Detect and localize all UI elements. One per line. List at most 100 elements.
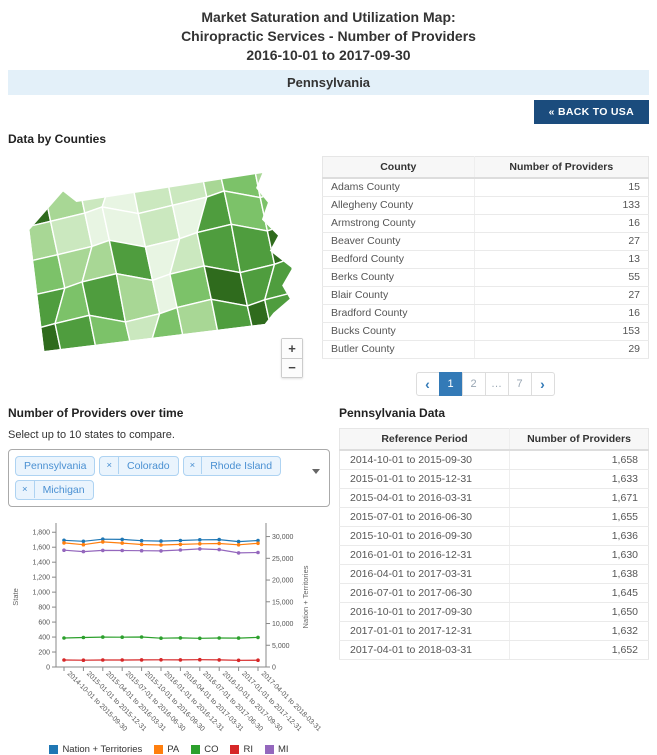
data-point — [62, 540, 66, 545]
data-point — [120, 657, 124, 662]
data-point — [81, 635, 86, 639]
state-data-header-row: Reference Period Number of Providers — [339, 428, 649, 451]
data-point — [120, 540, 124, 545]
county-table: County Number of Providers Adams County 15… — [322, 155, 649, 359]
legend-item-nation-+-territories: Nation + Territories — [49, 744, 142, 755]
legend-swatch — [264, 744, 274, 754]
page-ellipsis: … — [484, 371, 509, 396]
table-row: Berks County 55 — [322, 268, 649, 287]
chip-label: Colorado — [127, 459, 170, 472]
svg-text:5,000: 5,000 — [272, 642, 290, 649]
data-point — [217, 541, 221, 545]
data-point — [159, 548, 163, 553]
data-point — [198, 541, 202, 546]
data-point — [139, 548, 144, 553]
legend-swatch — [230, 744, 240, 754]
remove-chip-icon[interactable]: × — [16, 481, 35, 499]
table-row: Adams County 15 — [322, 177, 649, 197]
svg-text:15,000: 15,000 — [272, 599, 294, 606]
data-point — [139, 657, 144, 662]
data-point — [236, 658, 241, 662]
svg-text:1,800: 1,800 — [32, 529, 50, 536]
legend-swatch — [154, 744, 164, 754]
state-data-table: Reference Period Number of Providers 2014… — [339, 427, 649, 660]
data-point — [159, 538, 163, 543]
lower-row: Number of Providers over time Select up … — [8, 398, 649, 755]
cell-label: Bucks County — [322, 322, 475, 341]
data-point — [256, 658, 260, 662]
state-multiselect[interactable]: Pennsylvania × Colorado × Rhode Island × Michi… — [8, 448, 330, 507]
cell-value: 1,671 — [509, 488, 649, 508]
svg-text:0: 0 — [46, 664, 50, 671]
legend-label: RI — [243, 743, 253, 755]
data-point — [198, 546, 202, 551]
data-point — [159, 636, 163, 640]
legend-swatch — [49, 744, 59, 754]
state-banner: Pennsylvania — [8, 69, 649, 95]
page-button-2[interactable]: 2 — [461, 371, 486, 396]
state-data-heading: Pennsylvania Data — [339, 405, 446, 420]
providers-chart: 0 200 400 600 800 1,000 1,200 1,400 1,600 1,800 0 5… — [11, 522, 322, 733]
map-zoom-out-button[interactable]: − — [282, 357, 302, 377]
county-shape[interactable] — [263, 290, 299, 333]
state-chip-rhode-island[interactable]: × Rhode Island — [182, 455, 282, 476]
cell-value: 15 — [474, 177, 649, 197]
page-prev-button[interactable]: ‹ — [415, 371, 440, 396]
legend-label: PA — [167, 743, 180, 755]
table-row: 2015-01-01 to 2015-12-31 1,633 — [339, 469, 649, 489]
back-to-usa-button[interactable]: « BACK TO USA — [533, 99, 649, 124]
cell-label: 2015-04-01 to 2016-03-31 — [339, 488, 511, 508]
cell-label: Berks County — [322, 268, 475, 287]
cell-label: Bradford County — [322, 304, 475, 323]
map-zoom-in-button[interactable]: + — [282, 338, 302, 358]
data-point — [81, 542, 86, 547]
column-header: Reference Period — [339, 428, 511, 451]
remove-chip-icon[interactable]: × — [184, 457, 203, 475]
data-point — [101, 539, 105, 544]
chevron-down-icon[interactable] — [312, 468, 320, 474]
table-row: 2016-04-01 to 2017-03-31 1,638 — [339, 564, 649, 584]
data-point — [62, 635, 66, 640]
svg-text:State: State — [11, 588, 20, 606]
data-point — [256, 541, 260, 545]
county-table-pagination: ‹ 1 2… 7 › — [322, 371, 649, 396]
data-point — [120, 635, 124, 639]
table-row: Allegheny County 133 — [322, 196, 649, 215]
table-row: Bradford County 16 — [322, 304, 649, 323]
state-chip-michigan[interactable]: × Michigan — [15, 479, 94, 500]
svg-text:1,000: 1,000 — [32, 589, 50, 596]
page-button-7[interactable]: 7 — [507, 371, 532, 396]
state-chip-pennsylvania[interactable]: Pennsylvania — [15, 455, 96, 476]
svg-text:1,400: 1,400 — [32, 559, 50, 566]
data-point — [62, 657, 66, 662]
cell-value: 153 — [474, 322, 649, 341]
page-next-button[interactable]: › — [530, 371, 555, 396]
title-line-3: 2016-10-01 to 2017-09-30 — [246, 46, 411, 63]
data-point — [256, 538, 260, 542]
legend-label: Nation + Territories — [62, 743, 143, 755]
cell-value: 133 — [474, 196, 649, 215]
svg-text:25,000: 25,000 — [272, 555, 294, 562]
remove-chip-icon[interactable]: × — [100, 457, 120, 475]
data-point — [178, 542, 183, 546]
table-row: 2016-01-01 to 2016-12-31 1,630 — [339, 545, 649, 565]
cell-value: 1,655 — [509, 507, 649, 527]
cell-value: 13 — [474, 250, 649, 269]
data-point — [236, 539, 241, 544]
data-point — [256, 635, 260, 639]
counties-row: + − County Number of Providers Adams Coun… — [8, 148, 649, 396]
data-point — [198, 636, 202, 640]
data-point — [178, 538, 183, 542]
svg-text:1,600: 1,600 — [32, 544, 50, 551]
page-button-1[interactable]: 1 — [438, 371, 463, 396]
counties-section-heading: Data by Counties — [8, 131, 107, 146]
data-point — [236, 635, 241, 640]
data-point — [139, 542, 144, 546]
data-point — [101, 657, 105, 662]
state-chip-colorado[interactable]: × Colorado — [99, 455, 179, 476]
data-point — [178, 547, 183, 552]
table-row: Bedford County 13 — [322, 250, 649, 269]
cell-value: 1,645 — [509, 583, 649, 603]
county-map: + − — [8, 148, 316, 382]
